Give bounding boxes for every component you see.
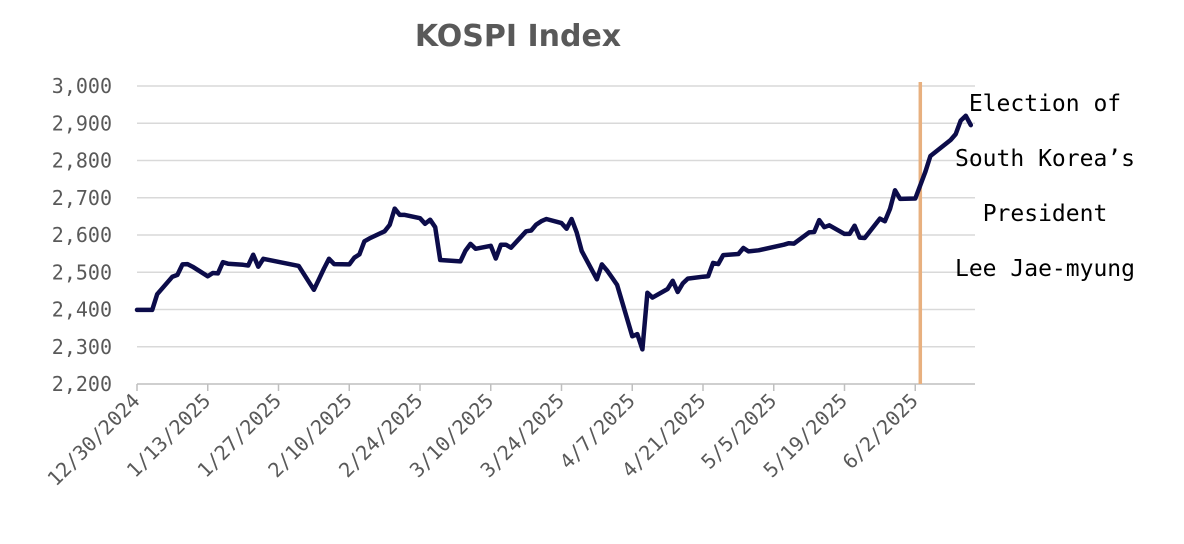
annotation-line-3: President (983, 201, 1108, 227)
y-tick-label: 2,400 (52, 298, 112, 322)
y-tick-label: 2,700 (52, 186, 112, 210)
y-tick-label: 2,200 (52, 372, 112, 396)
y-tick-label: 2,500 (52, 260, 112, 284)
y-tick-label: 2,900 (52, 111, 112, 135)
gridlines (137, 85, 975, 385)
annotation-line-4: Lee Jae-myung (955, 256, 1135, 282)
annotation-line-2: South Korea’s (955, 146, 1135, 172)
y-tick-label: 3,000 (52, 74, 112, 98)
chart-title: KOSPI Index (415, 19, 621, 54)
x-axis: 12/30/20241/13/20251/27/20252/10/20252/2… (42, 384, 923, 491)
annotation: Election of South Korea’s President Lee … (955, 91, 1135, 282)
series-layer (134, 113, 974, 352)
x-tick-label: 12/30/2024 (42, 389, 144, 491)
series-line (134, 113, 974, 352)
annotation-line-1: Election of (969, 91, 1121, 117)
x-tick-label: 6/2/2025 (838, 389, 923, 474)
y-tick-label: 2,300 (52, 335, 112, 359)
y-tick-label: 2,800 (52, 149, 112, 173)
y-axis: 2,200 2,300 2,400 2,500 2,600 2,700 2,800 2,900… (52, 74, 112, 396)
y-tick-label: 2,600 (52, 223, 112, 247)
